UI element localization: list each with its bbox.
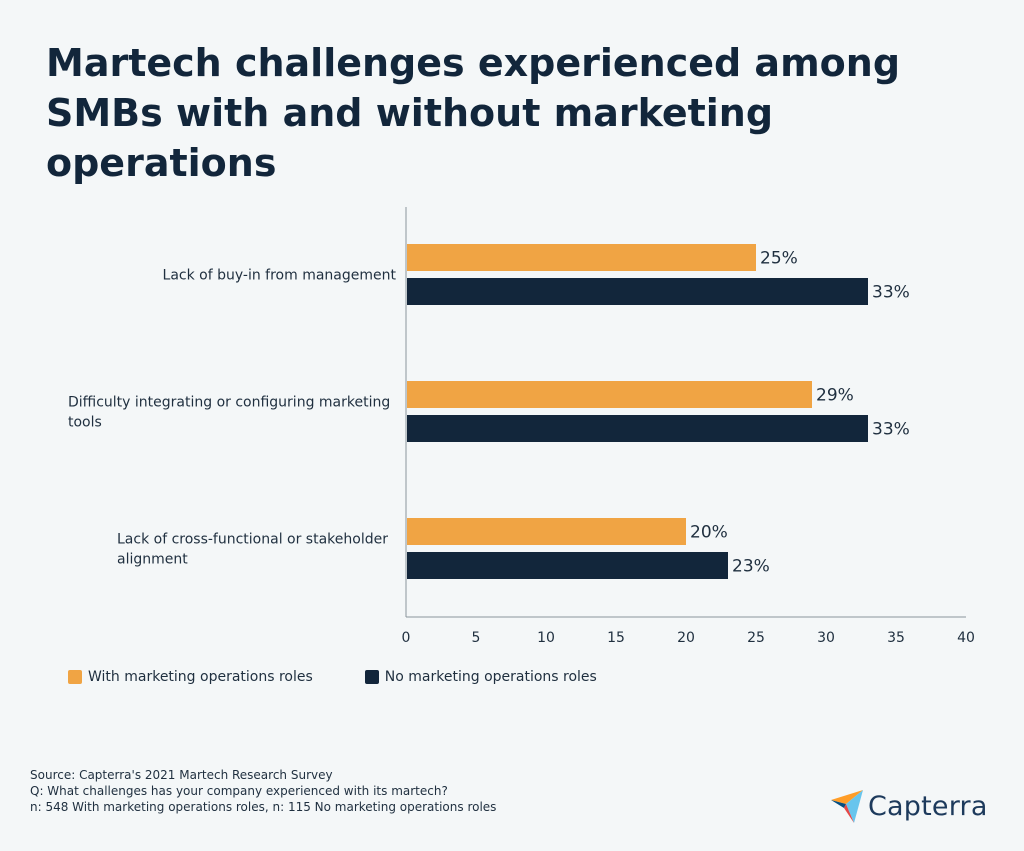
bar-with-mops-2	[407, 518, 686, 545]
category-label-0: Lack of buy-in from management	[163, 268, 397, 284]
data-label: 33%	[872, 283, 910, 303]
category-labels-group: Lack of buy-in from management Difficulty…	[68, 268, 396, 568]
legend-label: With marketing operations roles	[88, 669, 313, 685]
x-tick-label: 35	[887, 630, 905, 646]
x-tick-label: 30	[817, 630, 835, 646]
capterra-brand: Capterra	[830, 788, 988, 824]
question-note: Q: What challenges has your company expe…	[30, 784, 448, 798]
category-label-2: Lack of cross-functional or stakeholder a…	[117, 532, 388, 568]
legend-item-with-mops: With marketing operations roles	[68, 669, 313, 685]
x-tick-label: 5	[472, 630, 481, 646]
bar-with-mops-1	[407, 381, 812, 408]
legend-item-no-mops: No marketing operations roles	[364, 669, 597, 685]
brand-name: Capterra	[868, 790, 988, 822]
x-tick-label: 0	[402, 630, 411, 646]
bar-no-mops-2	[407, 552, 728, 579]
data-label: 23%	[732, 557, 770, 577]
x-tick-labels-group: 0 5 10 15 20 25 30 35 40	[402, 630, 975, 646]
x-tick-label: 15	[607, 630, 625, 646]
data-label: 33%	[872, 420, 910, 440]
legend-swatch-orange	[68, 670, 82, 684]
bar-with-mops-0	[407, 244, 756, 271]
bars-group	[407, 244, 868, 579]
data-label: 25%	[760, 249, 798, 269]
x-tick-label: 20	[677, 630, 695, 646]
footer-notes: Source: Capterra's 2021 Martech Research…	[30, 767, 496, 815]
chart-title: Martech challenges experienced among SMB…	[46, 41, 901, 185]
legend: With marketing operations roles No marke…	[68, 669, 597, 685]
x-tick-label: 10	[537, 630, 555, 646]
bar-no-mops-1	[407, 415, 868, 442]
data-label: 29%	[816, 386, 854, 406]
data-label: 20%	[690, 523, 728, 543]
x-tick-label: 40	[957, 630, 975, 646]
legend-label: No marketing operations roles	[384, 669, 597, 685]
source-note: Source: Capterra's 2021 Martech Research…	[30, 768, 333, 782]
data-labels-group: 25% 33% 29% 33% 20%23%	[690, 249, 910, 577]
category-label-1: Difficulty integrating or configuring ma…	[68, 395, 390, 431]
capterra-arrow-logo-icon	[831, 790, 863, 823]
bar-no-mops-0	[407, 278, 868, 305]
x-tick-label: 25	[747, 630, 765, 646]
sample-note: n: 548 With marketing operations roles, …	[30, 800, 497, 814]
legend-swatch-navy	[364, 670, 379, 684]
